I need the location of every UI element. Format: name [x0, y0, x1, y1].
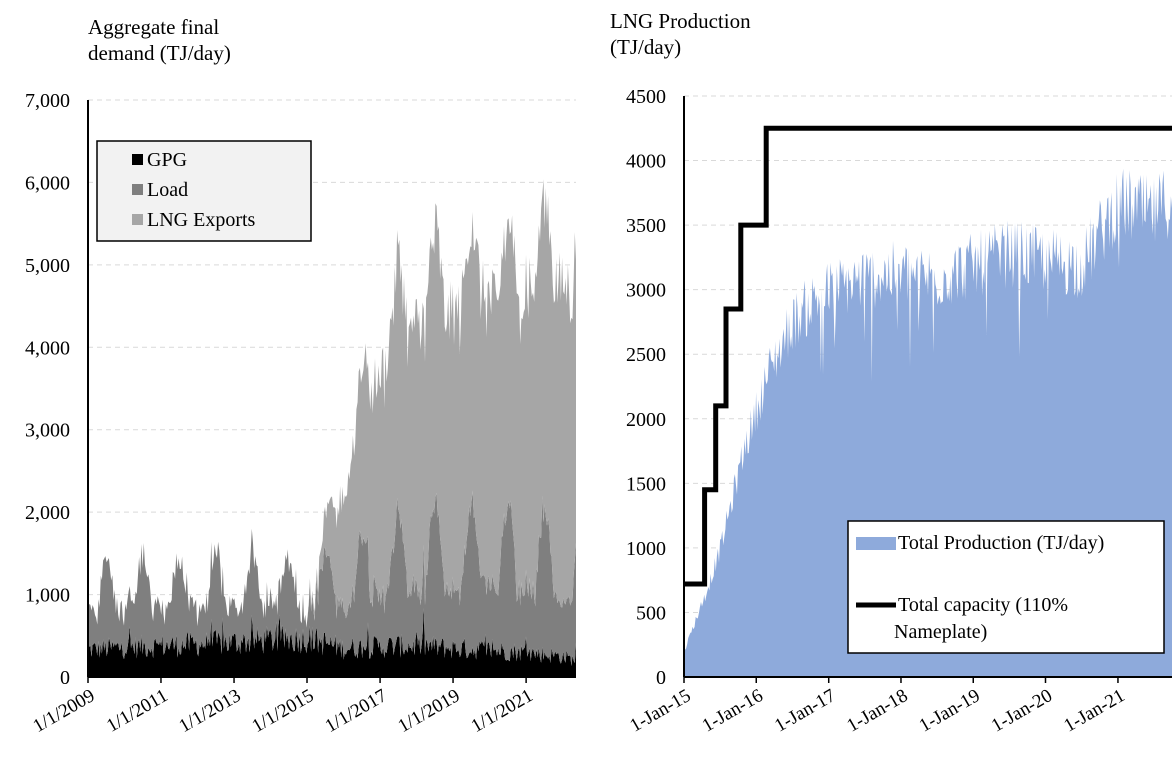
left-y-axis-title-line2: demand (TJ/day): [88, 41, 231, 65]
panel0-series-gpg-area: [88, 608, 576, 677]
panel0-y-tick-label: 4,000: [25, 337, 70, 359]
panel1-x-tick-label: 1-Jan-17: [771, 685, 839, 736]
panel0-x-tick-label: 1/1/2019: [395, 685, 464, 737]
panel1-x-tick-label: 1-Jan-18: [843, 685, 911, 736]
panel1-y-tick-label: 1000: [626, 538, 666, 560]
right-y-axis-title-line1: LNG Production: [610, 9, 751, 33]
right-legend-label-capacity-line1: Total capacity (110%: [898, 594, 1068, 616]
panel0-x-tick-label: 1/1/2017: [322, 685, 391, 737]
left-y-axis-title-line1: Aggregate final: [88, 15, 220, 39]
panel0-x-tick-label: 1/1/2013: [176, 685, 245, 737]
left-y-axis-title: Aggregate final demand (TJ/day): [88, 14, 231, 66]
panel0-series-lng-exports-area: [88, 179, 576, 628]
panel0-x-tick-label: 1/1/2015: [248, 685, 317, 737]
left-legend-label: GPG: [147, 149, 187, 171]
panel0-x-tick-label: 1/1/2009: [29, 685, 98, 737]
panel1-series-total-capacity-line: [684, 125, 1172, 587]
panel1-y-tick-label: 500: [636, 602, 666, 624]
panel1-y-tick-label: 3500: [626, 215, 666, 237]
right-legend-label-production: Total Production (TJ/day): [898, 532, 1104, 554]
panel0-y-tick-label: 3,000: [25, 420, 70, 442]
right-legend-box: [847, 520, 1165, 654]
right-legend-swatch-production: [856, 537, 896, 550]
panel1-y-tick-label: 3000: [626, 280, 666, 302]
panel1-y-tick-label: 2500: [626, 344, 666, 366]
left-legend-swatch: [132, 214, 143, 225]
panel1-x-tick-label: 1-Jan-20: [988, 685, 1056, 736]
panel0-y-tick-label: 6,000: [25, 172, 70, 194]
panel0-y-tick-label: 5,000: [25, 255, 70, 277]
left-legend-swatch: [132, 184, 143, 195]
panel1-x-tick-label: 1-Jan-15: [626, 685, 694, 736]
panel0-x-tick-label: 1/1/2021: [468, 685, 537, 737]
right-y-axis-title: LNG Production (TJ/day): [610, 8, 751, 60]
panel0-y-tick-label: 0: [60, 667, 70, 689]
panel1-x-tick-label: 1-Jan-21: [1060, 685, 1128, 736]
panel0-x-tick-label: 1/1/2011: [103, 685, 171, 737]
left-legend: GPG Load LNG Exports: [96, 140, 312, 242]
panel0-y-tick-label: 1,000: [25, 585, 70, 607]
panel1-y-tick-label: 1500: [626, 473, 666, 495]
panel0-y-tick-label: 2,000: [25, 502, 70, 524]
panel1-y-tick-label: 0: [656, 667, 666, 689]
panel1-y-tick-label: 4500: [626, 86, 666, 108]
panel1-x-tick-label: 1-Jan-16: [699, 685, 767, 736]
panel1-x-tick-label: 1-Jan-19: [916, 685, 984, 736]
left-legend-label: Load: [147, 179, 188, 201]
panel1-y-tick-label: 4000: [626, 151, 666, 173]
left-legend-swatch: [132, 154, 143, 165]
right-legend: Total Production (TJ/day) Total capacity …: [847, 520, 1165, 654]
left-legend-label: LNG Exports: [147, 209, 256, 231]
panel0-series-load-area: [88, 490, 576, 666]
panel1-y-tick-label: 2000: [626, 409, 666, 431]
panel0-y-tick-label: 7,000: [25, 90, 70, 112]
right-y-axis-title-line2: (TJ/day): [610, 35, 682, 59]
right-legend-label-capacity-line2: Nameplate): [894, 621, 987, 643]
